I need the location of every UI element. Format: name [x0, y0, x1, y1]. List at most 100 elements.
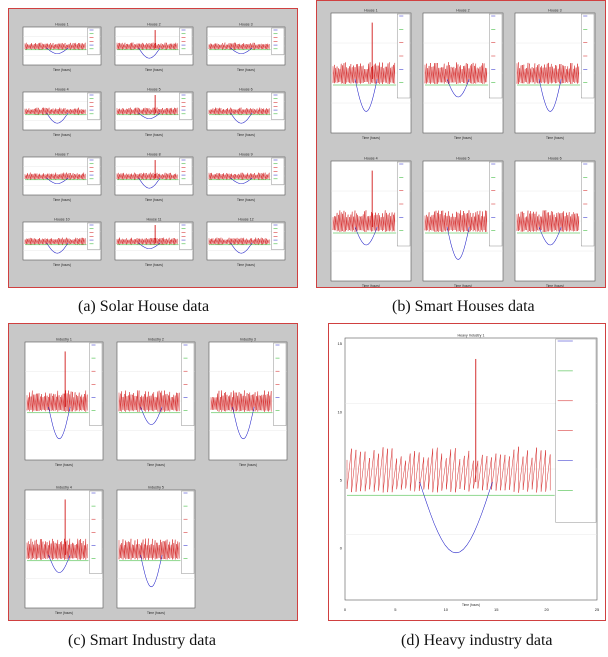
load-series	[24, 107, 86, 115]
battery-series	[232, 406, 255, 440]
subplot-title: House 6	[548, 157, 561, 161]
load-series	[208, 107, 270, 115]
subplot-xlabel: Time (hours)	[462, 603, 480, 607]
load-series	[516, 62, 580, 85]
battery-series	[46, 242, 69, 254]
battery-series	[419, 482, 493, 554]
load-series	[208, 172, 270, 180]
subplot-title: House 12	[238, 218, 253, 222]
battery-series	[230, 112, 253, 124]
subplot-xlabel: Time (hours)	[454, 136, 472, 140]
subplot: House 7 Time (hours)	[22, 153, 102, 202]
subplot: House 2 Time (hours)	[114, 23, 194, 72]
subplot: House 5 Time (hours)	[422, 157, 504, 287]
load-series	[116, 107, 178, 115]
battery-series	[138, 177, 161, 189]
load-series	[346, 446, 551, 493]
battery-series	[538, 226, 562, 246]
subplot-xlabel: Time (hours)	[237, 263, 255, 267]
subplot: House 12 Time (hours)	[206, 218, 286, 267]
x-tick-label: 25	[595, 607, 600, 612]
load-series	[24, 237, 86, 245]
subplot: House 3 Time (hours)	[206, 23, 286, 72]
subplot-xlabel: Time (hours)	[454, 284, 472, 287]
subplot-title: House 6	[239, 88, 252, 92]
subplot-title: House 10	[54, 218, 69, 222]
subplot-xlabel: Time (hours)	[237, 198, 255, 202]
subplot: House 1 Time (hours)	[330, 9, 412, 140]
battery-series	[48, 406, 71, 440]
load-series	[516, 210, 580, 233]
subplot-xlabel: Time (hours)	[147, 463, 165, 467]
subplot-xlabel: Time (hours)	[53, 198, 71, 202]
battery-series	[140, 554, 163, 588]
panel-smart-industry: Industry 1 Time (hours) Industry 2 Time (ho…	[8, 323, 298, 621]
subplot-title: House 1	[55, 23, 68, 27]
legend-box	[271, 157, 285, 185]
subplot: House 4 Time (hours)	[330, 157, 412, 287]
subplot: Industry 3 Time (hours)	[208, 338, 288, 467]
load-series	[26, 538, 88, 560]
battery-series	[46, 177, 69, 184]
battery-series	[354, 226, 378, 246]
caption-heavy-industry: (d) Heavy industry data	[401, 632, 553, 649]
subplot: House 11 Time (hours)	[114, 218, 194, 267]
legend-box	[87, 92, 101, 120]
subplot: Industry 4 Time (hours)	[24, 486, 104, 615]
legend-box	[581, 161, 595, 247]
subplot-xlabel: Time (hours)	[53, 68, 71, 72]
subplot: House 1 Time (hours)	[22, 23, 102, 72]
subplot-xlabel: Time (hours)	[362, 284, 380, 287]
legend-box	[87, 157, 101, 185]
y-tick-label: 5	[340, 477, 343, 482]
legend-box	[581, 13, 595, 99]
subplot-xlabel: Time (hours)	[53, 263, 71, 267]
subplot-title: House 2	[147, 23, 160, 27]
load-series	[116, 172, 178, 180]
legend-box	[488, 161, 503, 247]
subplot-xlabel: Time (hours)	[55, 463, 73, 467]
legend-box	[87, 222, 101, 250]
subplot: House 8 Time (hours)	[114, 153, 194, 202]
subplot: Industry 2 Time (hours)	[116, 338, 196, 467]
subplot-title: Industry 1	[56, 338, 72, 342]
load-series	[118, 538, 180, 560]
legend-box	[89, 342, 103, 426]
subplot-title: Industry 5	[148, 486, 164, 490]
subplot-xlabel: Time (hours)	[145, 133, 163, 137]
subplot-xlabel: Time (hours)	[546, 136, 564, 140]
load-series	[24, 172, 86, 180]
subplot-xlabel: Time (hours)	[145, 198, 163, 202]
legend-box	[181, 490, 195, 574]
legend-box	[271, 222, 285, 250]
y-tick-label: 0	[340, 546, 343, 551]
battery-series	[230, 47, 253, 54]
subplot-title: House 11	[146, 218, 161, 222]
x-tick-label: 0	[344, 607, 347, 612]
subplot: House 2 Time (hours)	[422, 9, 504, 140]
subplot-title: House 7	[55, 153, 68, 157]
subplot-xlabel: Time (hours)	[237, 133, 255, 137]
legend-box	[271, 27, 285, 55]
subplot-xlabel: Time (hours)	[145, 263, 163, 267]
subplot-xlabel: Time (hours)	[237, 68, 255, 72]
subplot: House 9 Time (hours)	[206, 153, 286, 202]
subplot-xlabel: Time (hours)	[147, 611, 165, 615]
battery-series	[46, 112, 69, 124]
x-tick-label: 20	[544, 607, 549, 612]
legend-box	[87, 27, 101, 55]
caption-solar-house: (a) Solar House data	[78, 298, 210, 315]
subplot: House 6 Time (hours)	[514, 157, 596, 287]
y-tick-label: 10	[338, 409, 343, 414]
subplot-title: House 2	[456, 9, 469, 13]
subplot: House 4 Time (hours)	[22, 88, 102, 137]
legend-box	[396, 13, 411, 99]
heavy-industry-ticks: 0 5 10 15 20 25 15 10 5 0	[338, 341, 600, 612]
battery-series	[48, 554, 71, 573]
heavy-industry-plot: Heavy Industry 1 Time (hours) 0 5 10 15 20 25 15…	[338, 334, 600, 613]
panel-solar-house: House 1 Time (hours) House 2 Time (hours) Ho…	[8, 8, 298, 288]
subplot: House 6 Time (hours)	[206, 88, 286, 137]
battery-series	[138, 112, 161, 119]
battery-series	[538, 78, 562, 112]
subplot: Industry 1 Time (hours)	[24, 338, 104, 467]
